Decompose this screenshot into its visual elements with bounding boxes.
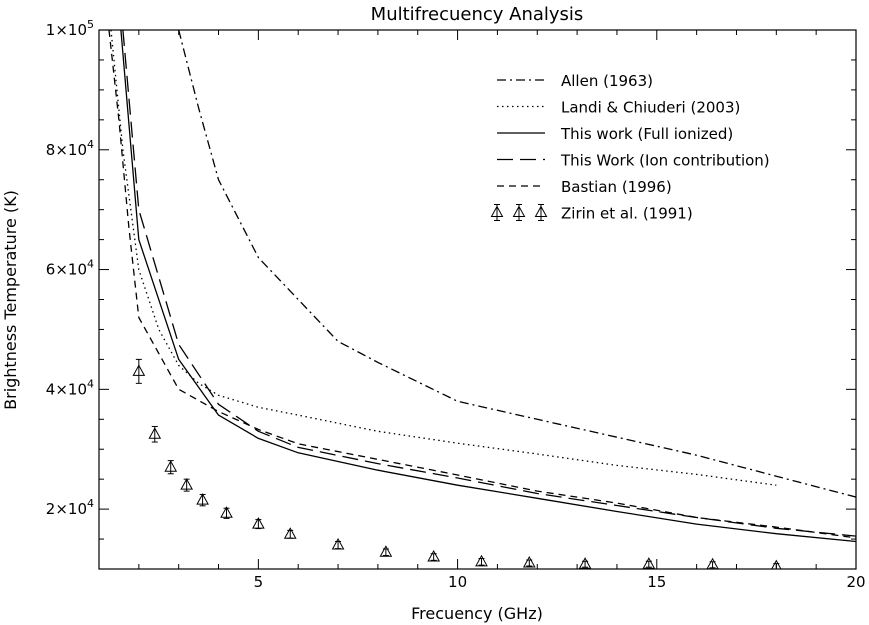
x-tick-label: 20 bbox=[846, 573, 865, 591]
series-line-bastian-1996 bbox=[108, 30, 856, 539]
y-tick-label: 1×105 bbox=[46, 18, 94, 39]
legend-label: Bastian (1996) bbox=[561, 178, 672, 196]
y-tick-label: 6×104 bbox=[46, 258, 94, 279]
legend-marker-swatch bbox=[490, 204, 504, 221]
x-tick-label: 5 bbox=[254, 573, 264, 591]
x-tick-label: 10 bbox=[448, 573, 467, 591]
legend-label: This Work (Ion contribution) bbox=[560, 152, 770, 170]
y-tick-base: 2×10 bbox=[46, 500, 87, 518]
legend: Allen (1963) Landi & Chiuderi (2003) This … bbox=[490, 72, 770, 223]
legend-label: Landi & Chiuderi (2003) bbox=[561, 99, 740, 117]
marker-triangle bbox=[706, 557, 719, 569]
y-tick-label: 8×104 bbox=[46, 138, 94, 159]
y-tick-base: 6×10 bbox=[46, 261, 87, 279]
marker-triangle bbox=[578, 557, 592, 569]
zirin-markers-layer bbox=[132, 358, 782, 569]
zirin-data-point bbox=[522, 555, 536, 568]
zirin-data-point bbox=[427, 549, 441, 562]
zirin-data-point bbox=[252, 517, 265, 530]
zirin-data-point bbox=[148, 425, 162, 443]
marker-triangle bbox=[379, 545, 393, 557]
series-line-allen-1963 bbox=[178, 30, 856, 498]
y-tick-exponent: 4 bbox=[87, 258, 94, 271]
zirin-data-point bbox=[220, 506, 233, 519]
zirin-data-point bbox=[706, 557, 719, 569]
legend-label: This work (Full ionized) bbox=[560, 125, 733, 143]
zirin-data-point bbox=[578, 557, 592, 569]
series-line-this-work-full-ionized bbox=[120, 30, 856, 543]
marker-triangle bbox=[427, 549, 441, 562]
marker-triangle bbox=[771, 559, 782, 569]
y-tick-base: 8×10 bbox=[46, 141, 87, 159]
zirin-data-point bbox=[379, 545, 393, 557]
legend-label: Allen (1963) bbox=[561, 72, 653, 90]
x-axis-title: Frecuency (GHz) bbox=[411, 604, 543, 623]
series-line-this-work-ion-contribution bbox=[122, 30, 856, 537]
y-tick-label: 2×104 bbox=[46, 497, 94, 518]
zirin-data-point bbox=[180, 478, 193, 492]
y-axis-title: Brightness Temperature (K) bbox=[1, 190, 20, 410]
marker-triangle bbox=[642, 557, 656, 569]
zirin-data-point bbox=[164, 460, 178, 475]
legend-marker-swatch bbox=[534, 204, 548, 221]
y-tick-base: 1×10 bbox=[46, 21, 87, 39]
zirin-data-point bbox=[475, 554, 488, 567]
y-tick-exponent: 5 bbox=[87, 18, 94, 31]
y-tick-base: 4×10 bbox=[46, 380, 87, 398]
marker-triangle bbox=[475, 554, 488, 567]
y-tick-exponent: 4 bbox=[87, 377, 94, 390]
y-tick-exponent: 4 bbox=[87, 497, 94, 510]
legend-label: Zirin et al. (1991) bbox=[561, 205, 693, 223]
zirin-data-point bbox=[642, 557, 656, 569]
marker-triangle bbox=[522, 555, 536, 568]
series-layer bbox=[108, 30, 856, 543]
y-tick-exponent: 4 bbox=[87, 138, 94, 151]
chart-title: Multifrecuency Analysis bbox=[371, 4, 584, 25]
zirin-data-point bbox=[196, 493, 209, 507]
legend-marker-swatch bbox=[512, 204, 526, 221]
zirin-data-point bbox=[283, 527, 297, 539]
zirin-data-point bbox=[331, 538, 345, 550]
y-tick-label: 4×104 bbox=[46, 377, 94, 398]
x-tick-label: 15 bbox=[647, 573, 666, 591]
zirin-data-point bbox=[132, 358, 146, 384]
